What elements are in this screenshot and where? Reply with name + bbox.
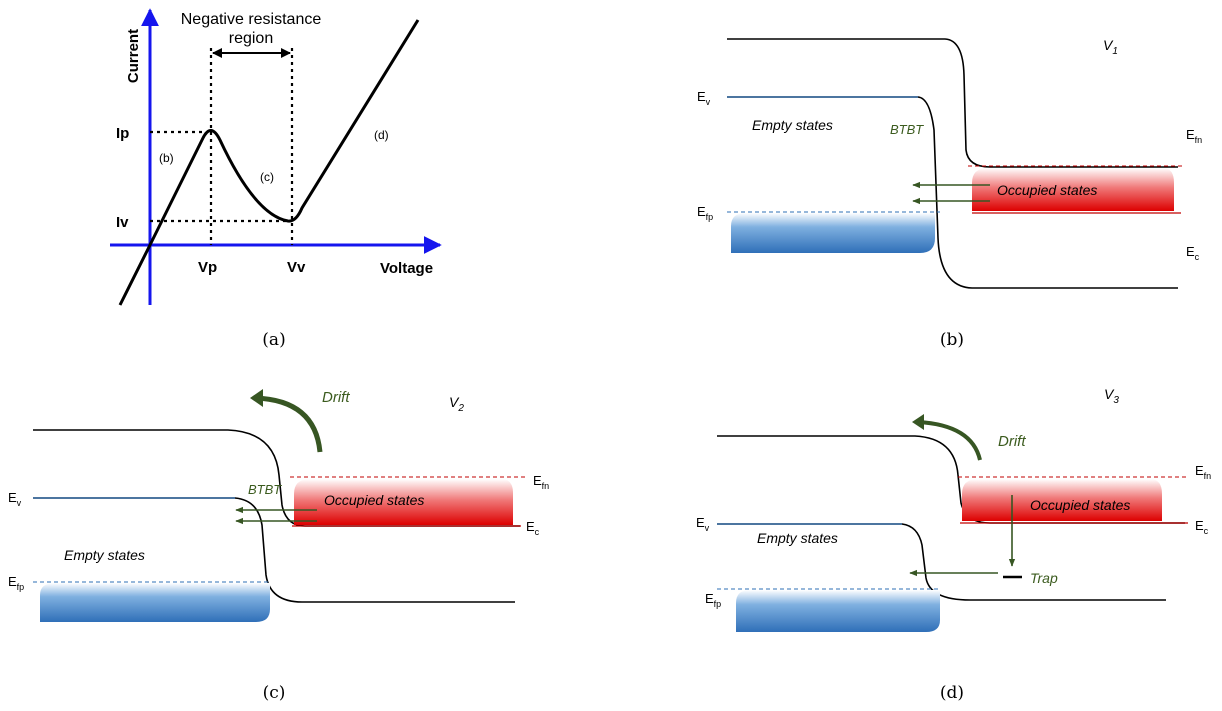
segment-c-label: (c) <box>260 170 274 184</box>
drift-arrowhead <box>250 389 263 407</box>
voltage-label: V3 <box>1104 386 1119 406</box>
efn-label: Efn <box>533 473 549 491</box>
occupied-states-label: Occupied states <box>997 182 1097 198</box>
caption-d: (d) <box>940 683 964 703</box>
conduction-band-edge <box>727 38 1178 168</box>
drift-label: Drift <box>998 433 1026 450</box>
ip-label: Ip <box>116 125 129 142</box>
caption-a: (a) <box>262 330 285 350</box>
ev-label: Ev <box>696 515 710 533</box>
empty-states-label: Empty states <box>757 530 838 546</box>
empty-states-band <box>731 213 935 253</box>
ec-label: Ec <box>1186 244 1200 262</box>
drift-arrow <box>917 420 982 461</box>
segment-d-label: (d) <box>374 128 389 142</box>
caption-b: (b) <box>940 330 964 350</box>
ec-label: Ec <box>1195 518 1209 536</box>
efp-label: Efp <box>697 204 713 222</box>
panel-d-band-diagram: V3 Drift Ev Efp Efn Ec Empty states Occu… <box>696 386 1211 703</box>
voltage-label: V2 <box>449 394 464 414</box>
region-label-line1: Negative resistance <box>181 11 322 28</box>
conduction-band-edge <box>717 435 1185 524</box>
efp-label: Efp <box>8 574 24 592</box>
panel-a-iv-curve: Negative resistance region Current Volta… <box>110 8 442 350</box>
empty-states-label: Empty states <box>752 117 833 133</box>
segment-b-label: (b) <box>159 151 174 165</box>
panel-c-band-diagram: V2 Drift Ev Efp Efn Ec Empty states Occu… <box>8 389 549 703</box>
drift-label: Drift <box>322 389 350 406</box>
valence-band-edge <box>717 523 1166 601</box>
valence-band-edge <box>727 96 1178 289</box>
iv-label: Iv <box>116 214 129 231</box>
efn-label: Efn <box>1186 127 1202 145</box>
occupied-states-label: Occupied states <box>324 492 424 508</box>
iv-characteristic-curve <box>118 19 420 306</box>
ec-label: Ec <box>526 519 540 537</box>
empty-states-band <box>736 590 940 632</box>
occupied-states-band <box>294 479 513 525</box>
btbt-label: BTBT <box>890 122 924 137</box>
region-label-line2: region <box>229 30 273 47</box>
caption-c: (c) <box>263 683 286 703</box>
efn-label: Efn <box>1195 463 1211 481</box>
empty-states-label: Empty states <box>64 547 145 563</box>
panel-b-band-diagram: V1 Ev Efp Efn Ec Empty states Occupied s… <box>697 37 1202 350</box>
ev-label: Ev <box>697 89 711 107</box>
drift-arrowhead <box>912 414 924 430</box>
occupied-states-label: Occupied states <box>1030 497 1130 513</box>
voltage-label: V1 <box>1103 37 1118 57</box>
ev-label: Ev <box>8 490 22 508</box>
btbt-label: BTBT <box>248 482 282 497</box>
y-axis-label: Current <box>125 29 142 83</box>
x-axis-label: Voltage <box>380 260 433 277</box>
occupied-states-band <box>972 168 1174 211</box>
trap-label: Trap <box>1030 570 1058 586</box>
drift-arrow <box>254 395 323 453</box>
vp-label: Vp <box>198 259 217 276</box>
empty-states-band <box>40 583 270 622</box>
valence-band-edge <box>33 497 515 603</box>
vv-label: Vv <box>287 259 306 276</box>
efp-label: Efp <box>705 591 721 609</box>
